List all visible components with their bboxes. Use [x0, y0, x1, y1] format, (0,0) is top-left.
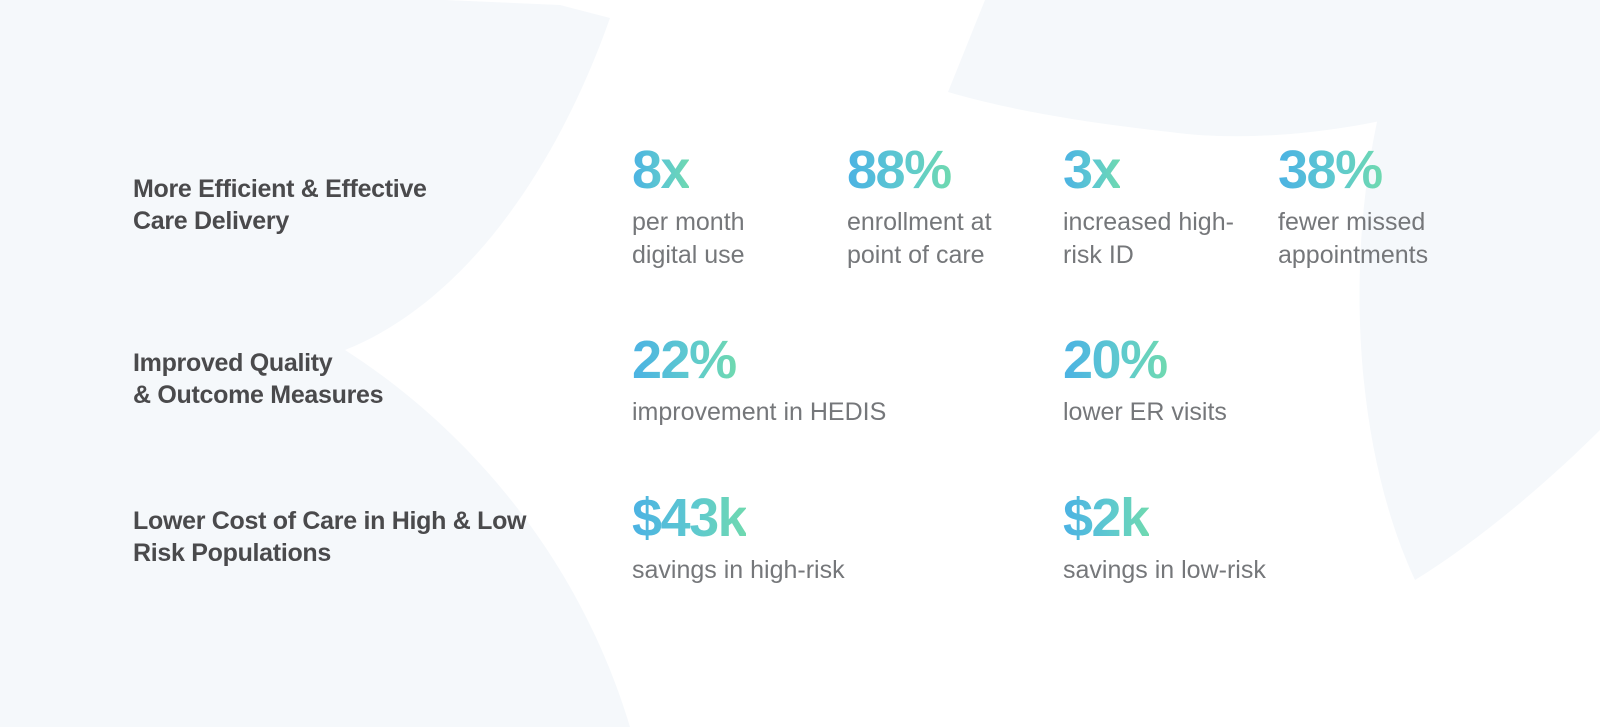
stat-savings-low-risk: $2k savings in low-risk	[1063, 490, 1463, 587]
stat-label: improvement in HEDIS	[632, 398, 887, 426]
stat-hedis: 22% improvement in HEDIS	[632, 332, 1032, 429]
stat-value: $43k	[632, 488, 748, 548]
stat-digital-use: 8x per month digital use	[632, 142, 842, 272]
stat-label: fewer missed appointments	[1278, 208, 1429, 269]
stat-value: 88%	[847, 140, 952, 200]
stat-er-visits: 20% lower ER visits	[1063, 332, 1463, 429]
stat-value: 38%	[1278, 140, 1383, 200]
stat-value: 3x	[1063, 140, 1122, 200]
stat-value: $2k	[1063, 488, 1150, 548]
stat-value: 20%	[1063, 330, 1168, 390]
stat-label: savings in high-risk	[632, 556, 845, 584]
stat-label: enrollment at point of care	[847, 208, 992, 269]
stat-high-risk-id: 3x increased high- risk ID	[1063, 142, 1273, 272]
stat-label: per month digital use	[632, 208, 745, 269]
stat-enrollment: 88% enrollment at point of care	[847, 142, 1057, 272]
stat-missed-appointments: 38% fewer missed appointments	[1278, 142, 1488, 272]
stat-label: lower ER visits	[1063, 398, 1227, 426]
row-title-quality-outcomes: Improved Quality & Outcome Measures	[133, 349, 384, 409]
stat-label: increased high- risk ID	[1063, 208, 1234, 269]
row-title-lower-cost: Lower Cost of Care in High & Low Risk Po…	[133, 507, 527, 567]
stat-value: 8x	[632, 140, 691, 200]
stat-savings-high-risk: $43k savings in high-risk	[632, 490, 1032, 587]
background-shape-left	[0, 0, 630, 727]
background-shape-right	[1359, 28, 1600, 580]
stat-label: savings in low-risk	[1063, 556, 1266, 584]
stat-value: 22%	[632, 330, 737, 390]
row-title-efficient-care: More Efficient & Effective Care Delivery	[133, 175, 427, 235]
